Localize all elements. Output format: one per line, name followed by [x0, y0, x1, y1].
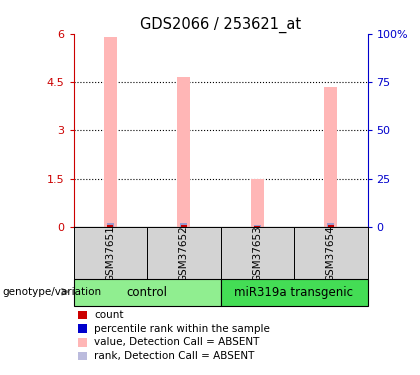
Text: GSM37652: GSM37652	[179, 225, 189, 282]
Bar	[220, 227, 294, 279]
Bar	[254, 226, 260, 227]
Text: GDS2066 / 253621_at: GDS2066 / 253621_at	[140, 17, 301, 33]
Text: value, Detection Call = ABSENT: value, Detection Call = ABSENT	[94, 338, 260, 347]
Text: genotype/variation: genotype/variation	[2, 287, 101, 297]
Text: GSM37654: GSM37654	[326, 225, 336, 282]
Bar	[324, 87, 337, 227]
Bar	[107, 225, 113, 227]
Bar	[74, 227, 147, 279]
Bar	[294, 227, 368, 279]
Bar	[220, 279, 368, 306]
Bar	[254, 225, 261, 227]
Text: miR319a transgenic: miR319a transgenic	[234, 286, 354, 299]
Bar	[180, 223, 187, 227]
Text: percentile rank within the sample: percentile rank within the sample	[94, 324, 270, 333]
Text: GSM37651: GSM37651	[105, 225, 115, 282]
Bar	[327, 223, 334, 227]
Bar	[107, 223, 114, 227]
Text: rank, Detection Call = ABSENT: rank, Detection Call = ABSENT	[94, 351, 255, 361]
Bar	[328, 225, 334, 227]
Bar	[147, 227, 220, 279]
Text: count: count	[94, 310, 124, 320]
Bar	[104, 37, 117, 227]
Bar	[74, 279, 220, 306]
Bar	[177, 77, 190, 227]
Text: GSM37653: GSM37653	[252, 225, 262, 282]
Bar	[181, 225, 187, 227]
Text: control: control	[126, 286, 168, 299]
Bar	[251, 178, 264, 227]
